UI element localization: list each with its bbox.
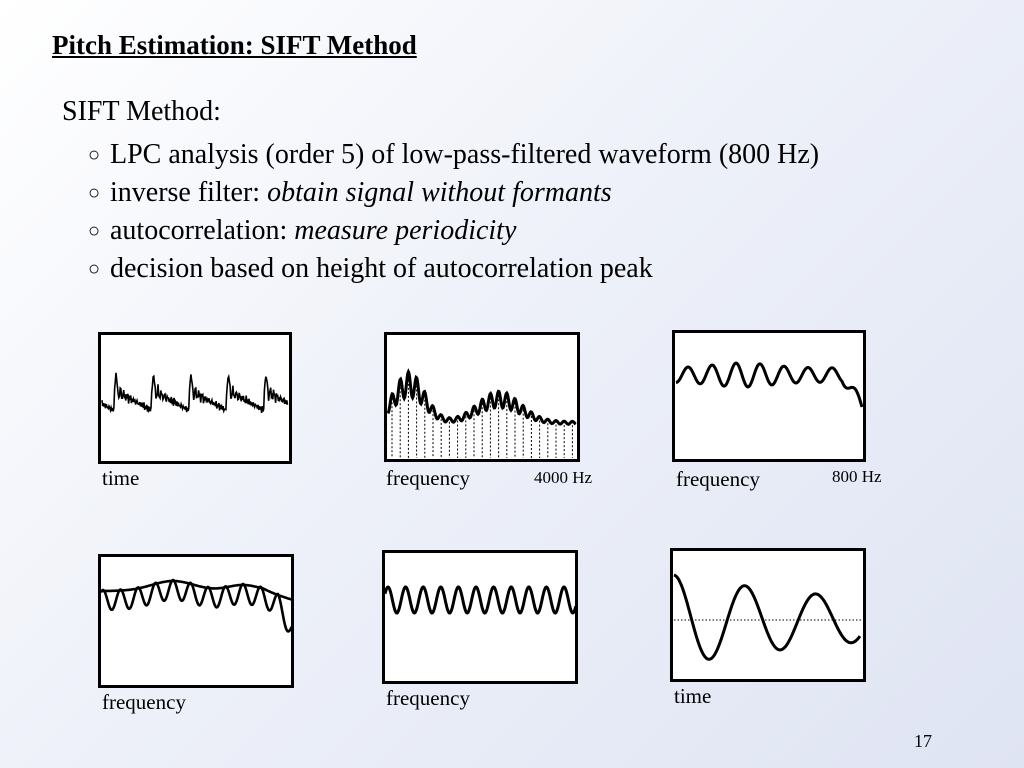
hollow-circle-bullet-icon: ○	[88, 258, 101, 280]
bullet-item: ○ autocorrelation: measure periodicity	[88, 212, 819, 250]
harmonic-dotted-lines	[391, 371, 573, 458]
bullet-text: autocorrelation:	[110, 215, 295, 246]
waveform-time-panel	[98, 332, 292, 464]
panel4-xlabel: frequency	[102, 690, 186, 714]
panel6-xlabel: time	[674, 684, 712, 708]
panel5-xlabel: frequency	[386, 686, 470, 710]
panel3-freq-limit: 800 Hz	[832, 467, 882, 486]
bullet-italic-text: measure periodicity	[294, 215, 517, 246]
panel2-xlabel: frequency	[386, 466, 470, 490]
bullet-text: decision based on height of autocorrelat…	[110, 253, 653, 284]
hollow-circle-bullet-icon: ○	[88, 144, 101, 166]
speech-waveform-curve	[101, 372, 289, 414]
bullet-item: ○ LPC analysis (order 5) of low-pass-filt…	[88, 136, 819, 174]
harmonic-spectrum-panel	[384, 332, 580, 462]
flattened-spectrum-curve	[383, 585, 578, 615]
slide-title: Pitch Estimation: SIFT Method	[52, 30, 417, 60]
panel1-xlabel: time	[102, 466, 140, 490]
bullet-italic-text: obtain signal without formants	[267, 177, 612, 208]
panel2-freq-limit: 4000 Hz	[534, 468, 593, 487]
flattened-spectrum-panel	[382, 550, 578, 684]
spectrum-curve	[386, 368, 577, 426]
bullet-text: inverse filter:	[110, 177, 268, 208]
lowpass-spectrum-panel	[672, 330, 866, 462]
page-number: 17	[914, 731, 932, 751]
hollow-circle-bullet-icon: ○	[88, 220, 101, 242]
lpc-envelope-panel	[98, 554, 294, 688]
bullet-list: ○ LPC analysis (order 5) of low-pass-filt…	[88, 136, 819, 288]
hollow-circle-bullet-icon: ○	[88, 182, 101, 204]
bullet-text: LPC analysis (order 5) of low-pass-filte…	[110, 139, 820, 170]
lpc-envelope-curve	[101, 579, 293, 601]
section-heading: SIFT Method:	[62, 96, 221, 127]
lowpass-spectrum-curve	[675, 361, 864, 408]
panel3-xlabel: frequency	[676, 467, 760, 491]
autocorrelation-curve	[673, 573, 862, 661]
bullet-item: ○ inverse filter: obtain signal without f…	[88, 174, 819, 212]
autocorrelation-panel	[670, 548, 866, 682]
bullet-item: ○ decision based on height of autocorrela…	[88, 250, 819, 288]
